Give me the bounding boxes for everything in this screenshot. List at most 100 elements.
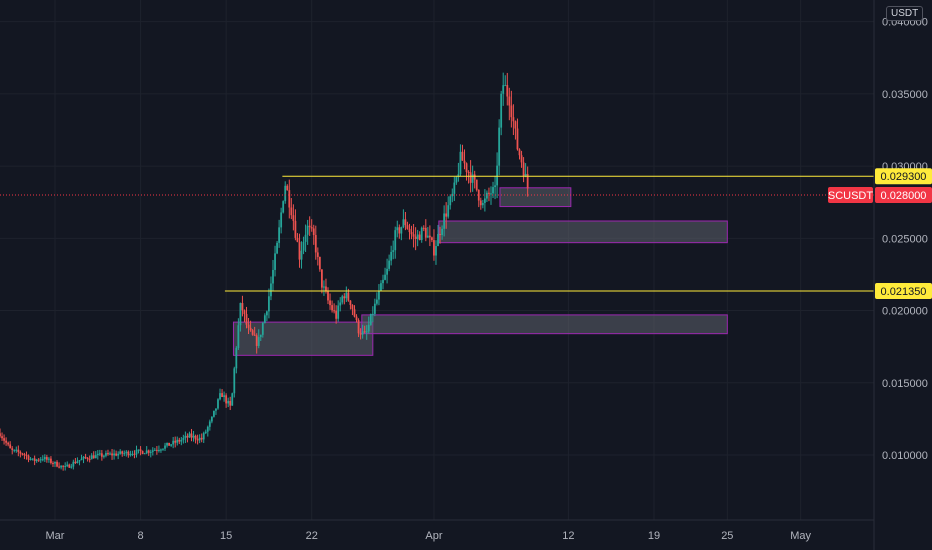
candle-body [402, 219, 405, 228]
candle-body [316, 252, 319, 257]
candle-body [443, 213, 446, 229]
candle-body [105, 453, 107, 456]
candle-body [449, 196, 452, 206]
candle-body [184, 435, 187, 439]
candle-body [310, 227, 313, 229]
candle-body [359, 333, 362, 335]
candle-body [306, 225, 309, 235]
candle-body [506, 85, 509, 97]
candle-body [178, 439, 181, 442]
candle-body [483, 198, 486, 203]
candle-body [82, 456, 85, 459]
candle-body [496, 165, 499, 186]
candle-body [520, 155, 523, 163]
candle-body [133, 453, 136, 455]
demand-zones[interactable] [232, 187, 728, 356]
candle-body [66, 464, 69, 466]
horizontal-levels[interactable] [224, 175, 874, 292]
candle-body [111, 453, 113, 456]
candle-body [327, 291, 329, 301]
candle-body [439, 234, 441, 236]
zone-box[interactable] [361, 314, 728, 335]
current-price-tag-label: 0.028000 [881, 190, 927, 202]
candle-body [302, 241, 305, 251]
candle-body [15, 449, 18, 451]
symbol-tag [828, 187, 873, 203]
candle-body [282, 201, 285, 213]
candle-body [304, 234, 307, 242]
candle-body [172, 440, 175, 445]
candle-body [373, 303, 376, 314]
candle-body [35, 459, 38, 462]
candle-body [241, 303, 244, 311]
candle-body [294, 220, 297, 238]
currency-badge[interactable]: USDT [886, 6, 924, 21]
y-tick-label: 0.035000 [882, 89, 928, 101]
candle-body [518, 149, 521, 156]
candle-body [21, 453, 24, 455]
candle-body [80, 458, 83, 461]
candle-body [190, 433, 193, 438]
candle-body [235, 347, 238, 369]
candlestick-series [0, 72, 529, 471]
candle-body [243, 310, 246, 315]
candle-body [17, 449, 20, 453]
candle-body [410, 232, 413, 235]
candle-body [347, 292, 350, 301]
zone-box[interactable] [438, 220, 728, 244]
candle-body [135, 449, 138, 455]
candle-body [263, 315, 266, 323]
candle-body [390, 251, 393, 261]
candle-body [371, 313, 374, 315]
zone-box[interactable] [499, 187, 572, 208]
candle-body [56, 461, 58, 467]
level-price-tag-label: 0.021350 [881, 286, 927, 298]
candle-body [329, 300, 331, 306]
candle-body [164, 445, 166, 449]
candle-body [180, 439, 183, 442]
time-axis[interactable]: Mar 8 15 22 Apr 12 19 25 May [0, 519, 874, 542]
candle-body [522, 162, 525, 177]
x-tick-label: Apr [425, 530, 442, 542]
candle-body [64, 465, 67, 467]
candle-body [284, 185, 287, 202]
candle-body [300, 250, 303, 260]
candle-body [239, 303, 242, 326]
candle-body [45, 457, 48, 460]
candle-body [335, 310, 338, 319]
candle-body [296, 237, 299, 242]
candle-body [486, 192, 488, 199]
candle-body [333, 310, 336, 312]
candle-body [386, 268, 388, 275]
candle-body [255, 335, 258, 346]
candle-body [380, 283, 382, 291]
candle-body [467, 171, 470, 173]
candle-body [343, 296, 346, 299]
candle-body [422, 227, 425, 229]
candle-body [174, 440, 177, 443]
candle-body [471, 174, 474, 183]
candle-body [5, 440, 8, 443]
candle-body [202, 433, 205, 440]
candle-body [339, 302, 342, 306]
candle-body [39, 459, 42, 461]
x-tick-label: 19 [648, 530, 660, 542]
candle-body [52, 462, 54, 464]
candle-body [500, 93, 503, 128]
candle-body [33, 458, 36, 462]
candle-body [245, 314, 248, 325]
candle-body [151, 450, 154, 452]
candle-body [37, 459, 40, 461]
candle-body [125, 451, 128, 454]
candle-body [457, 174, 460, 178]
candle-body [431, 237, 433, 241]
price-axis[interactable]: 0.0100000.0150000.0200000.0250000.030000… [873, 0, 928, 550]
candle-body [98, 453, 101, 455]
candle-body [325, 286, 327, 292]
candle-body [265, 311, 268, 316]
candle-body [469, 172, 472, 183]
candle-body [54, 461, 56, 464]
candle-body [158, 449, 160, 451]
candle-body [43, 457, 46, 460]
